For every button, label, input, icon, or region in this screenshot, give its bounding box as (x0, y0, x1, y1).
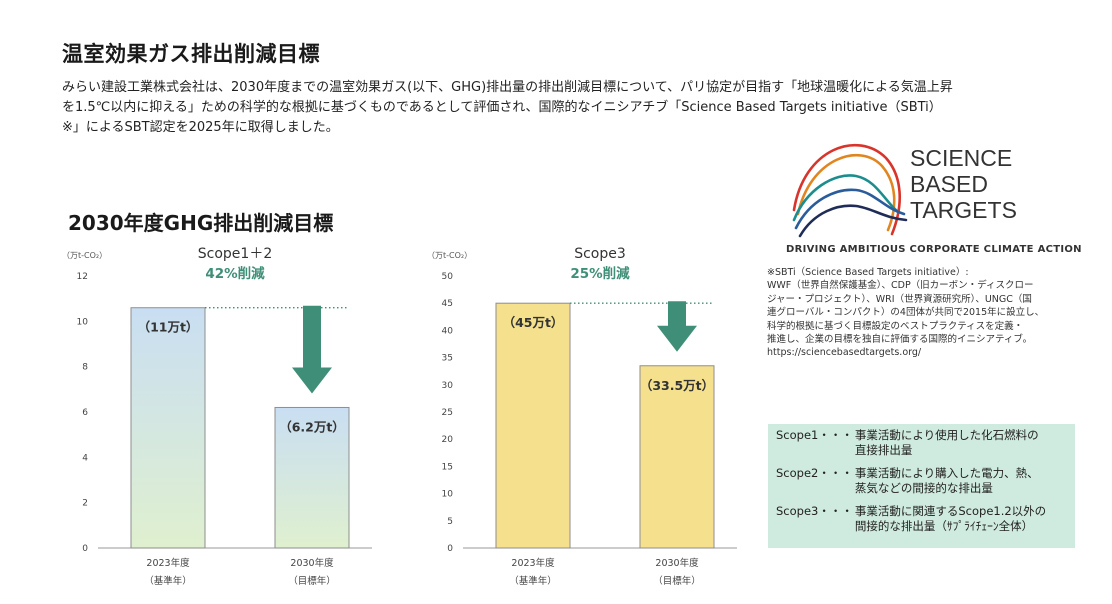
x-tick-sublabel: （目標年） (288, 575, 336, 587)
intro-line: みらい建設工業株式会社は、2030年度までの温室効果ガス(以下、GHG)排出量の… (62, 80, 953, 95)
chart-scope3: （万t-CO₂） Scope3 25%削減 0 5 10 15 20 25 30 35 40 45 50 （… (427, 246, 737, 587)
y-tick-label: 4 (82, 453, 88, 463)
y-tick-label: 12 (77, 272, 88, 282)
logo-arc-navy (798, 204, 908, 238)
y-tick-label: 8 (82, 363, 88, 373)
chart-scope1-2: （万t-CO₂） Scope1＋2 42%削減 0 2 4 6 8 10 12 （11万t） 2023… (62, 246, 372, 587)
chart-subtitle: 42%削減 (205, 265, 265, 282)
sbti-footnote: ※SBTi（Science Based Targets initiative）:… (767, 266, 1067, 360)
bar-data-label: （11万t） (138, 320, 199, 335)
y-tick-label: 50 (442, 272, 454, 282)
y-tick-label: 5 (447, 517, 453, 527)
bar-base-year (130, 307, 206, 549)
x-tick-sublabel: （基準年） (144, 575, 192, 587)
intro-paragraph: みらい建設工業株式会社は、2030年度までの温室効果ガス(以下、GHG)排出量の… (62, 78, 1062, 138)
scope-name: Scope3・・・ (776, 504, 853, 518)
y-tick-label: 0 (447, 544, 453, 554)
bar-data-label: （33.5万t） (640, 378, 714, 393)
sbt-logo-arcs (792, 143, 908, 238)
intro-line: を1.5℃以内に抑える」ための科学的な根拠に基づくものであるとして評価され、国際… (62, 100, 942, 115)
page-title: 温室効果ガス排出削減目標 (62, 42, 320, 66)
bar-base-year (495, 302, 571, 549)
footnote-url: https://sciencebasedtargets.org/ (767, 347, 922, 359)
sbt-logo-based: BASED (910, 171, 988, 197)
footnote-line: ※SBTi（Science Based Targets initiative）: (767, 267, 969, 278)
sbt-logo-science: SCIENCE (910, 145, 1012, 171)
scope3-definition: Scope3・・・ 事業活動に関連するScope1.2以外の 間接的な排出量（ｻ… (776, 504, 1067, 534)
y-unit-label: （万t-CO₂） (427, 251, 472, 260)
scope-desc-line: 直接排出量 (854, 443, 913, 457)
scope-desc-line: 事業活動により購入した電力、熱、 (854, 466, 1039, 480)
scope-name: Scope2・・・ (776, 466, 853, 480)
x-tick-label: 2023年度 (146, 557, 190, 569)
y-tick-label: 10 (442, 490, 454, 500)
y-tick-label: 0 (82, 544, 88, 554)
x-tick-label: 2030年度 (655, 557, 699, 569)
y-tick-label: 10 (77, 317, 89, 327)
logo-arc-blue (794, 188, 906, 230)
scope2-definition: Scope2・・・ 事業活動により購入した電力、熱、 蒸気などの間接的な排出量 (776, 466, 1067, 496)
footnote-line: 連グローバル・コンパクト）の4団体が共同で2015年に設立し、 (767, 307, 1045, 319)
footnote-line: 科学的根拠に基づく目標設定のベストプラクティスを定義・ (767, 320, 1024, 332)
y-tick-label: 35 (442, 354, 453, 364)
scope-desc-line: 蒸気などの間接的な排出量 (854, 481, 993, 495)
y-tick-label: 40 (442, 326, 454, 336)
x-tick-label: 2023年度 (511, 557, 555, 569)
y-tick-label: 45 (442, 299, 453, 309)
x-tick-sublabel: （基準年） (509, 575, 557, 587)
scope-definitions: Scope1・・・ 事業活動により使用した化石燃料の 直接排出量 Scope2・… (768, 424, 1075, 548)
intro-line: ※」によるSBT認定を2025年に取得しました。 (62, 120, 339, 135)
y-tick-label: 2 (82, 499, 88, 509)
footnote-line: ジャー・プロジェクト）、WRI（世界資源研究所）、UNGC（国 (767, 293, 1032, 305)
y-tick-label: 15 (442, 462, 453, 472)
footnote-line: 推進し、企業の目標を独自に評価する国際的イニシアティブ。 (767, 334, 1033, 346)
section-title: 2030年度GHG排出削減目標 (68, 211, 334, 235)
bar-target-year (639, 365, 715, 549)
logo-arc-red (792, 143, 901, 236)
x-tick-label: 2030年度 (290, 557, 334, 569)
sbt-logo: SCIENCE BASED TARGETS (792, 143, 1017, 238)
chart-title: Scope3 (574, 246, 626, 262)
logo-arc-teal (792, 174, 900, 222)
footnote-line: WWF（世界自然保護基金）、CDP（旧カーボン・ディスクロー (767, 280, 1034, 292)
y-tick-label: 6 (82, 408, 88, 418)
reduction-arrow-icon (657, 301, 697, 352)
scope-desc-line: 間接的な排出量（ｻﾌﾟﾗｲﾁｪｰﾝ全体） (854, 519, 1034, 533)
y-unit-label: （万t-CO₂） (62, 251, 107, 260)
y-tick-label: 20 (442, 435, 454, 445)
y-tick-label: 30 (442, 381, 454, 391)
x-tick-sublabel: （目標年） (653, 575, 701, 587)
bar-data-label: （45万t） (503, 315, 564, 330)
sbt-logo-targets: TARGETS (910, 197, 1017, 223)
logo-arc-orange (796, 154, 896, 232)
bar-data-label: （6.2万t） (279, 419, 345, 434)
scope-desc-line: 事業活動により使用した化石燃料の (854, 428, 1039, 442)
reduction-arrow-icon (292, 305, 332, 394)
scope-desc-line: 事業活動に関連するScope1.2以外の (854, 504, 1047, 518)
scope1-definition: Scope1・・・ 事業活動により使用した化石燃料の 直接排出量 (776, 428, 1067, 458)
chart-title: Scope1＋2 (198, 246, 272, 262)
scope-name: Scope1・・・ (776, 428, 853, 442)
sbt-tagline: DRIVING AMBITIOUS CORPORATE CLIMATE ACTI… (786, 244, 1082, 255)
chart-subtitle: 25%削減 (570, 265, 630, 282)
bar-target-year (274, 406, 350, 549)
y-tick-label: 25 (442, 408, 453, 418)
